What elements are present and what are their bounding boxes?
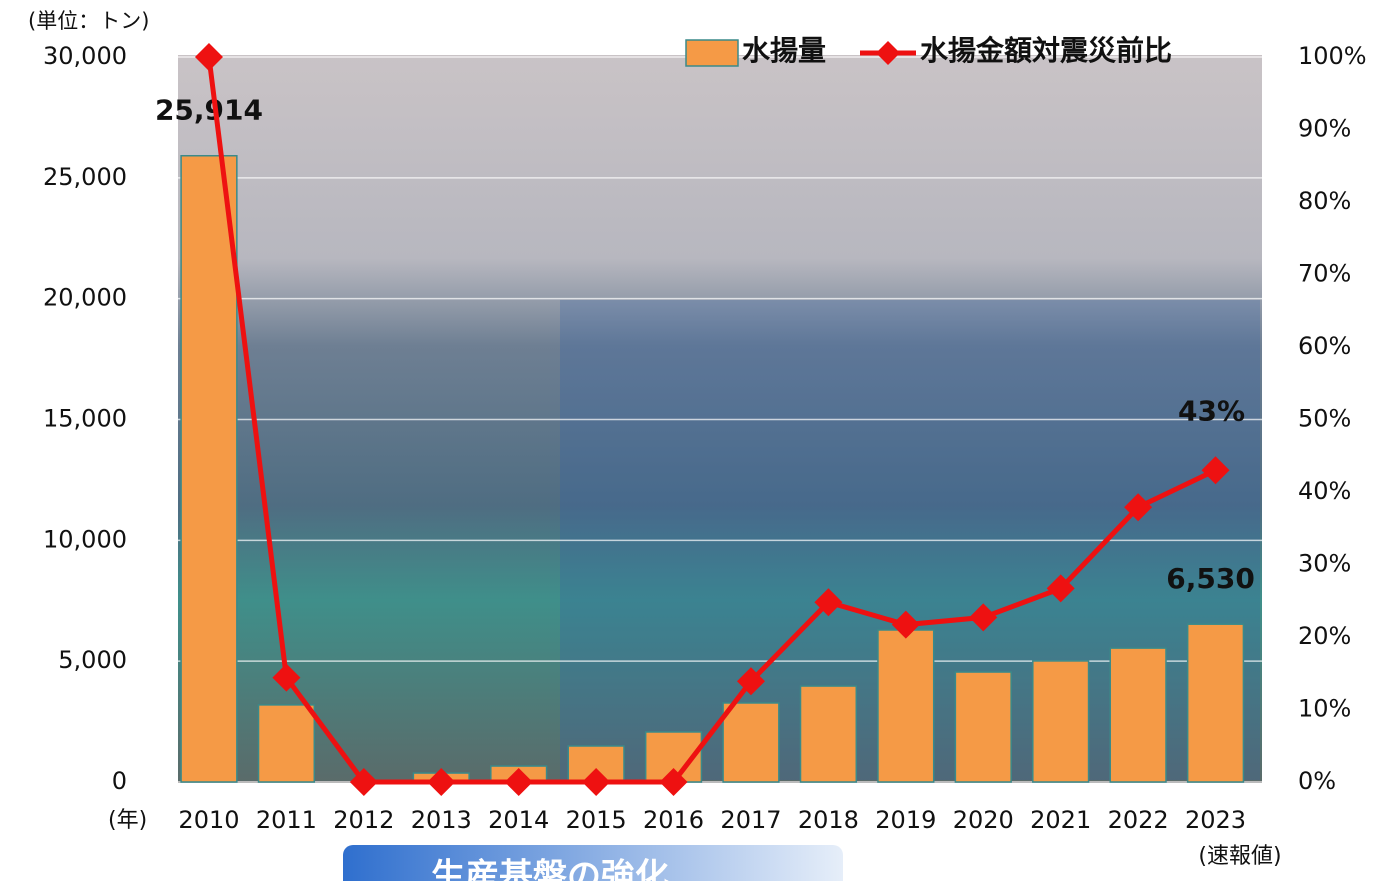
y2-tick-label: 0% (1298, 767, 1336, 795)
y2-tick-label: 20% (1298, 622, 1351, 650)
y-tick-label: 5,000 (58, 646, 127, 674)
legend-label: 水揚金額対震災前比 (920, 34, 1172, 67)
y2-tick-label: 60% (1298, 332, 1351, 360)
y-tick-label: 15,000 (43, 405, 127, 433)
line-marker (194, 43, 223, 71)
y-tick-label: 10,000 (43, 525, 127, 553)
line-marker (736, 667, 765, 696)
x-tick-label: 2011 (256, 806, 317, 834)
bar (180, 154, 238, 783)
legend-marker (876, 41, 900, 65)
x-tick-label: 2022 (1108, 806, 1169, 834)
legend-label: 水揚量 (742, 34, 826, 67)
y2-tick-label: 40% (1298, 477, 1351, 505)
x-tick-label: 2010 (178, 806, 239, 834)
x-tick-label: 2021 (1030, 806, 1091, 834)
line-marker (349, 768, 378, 796)
line-marker (969, 603, 998, 632)
line-marker (272, 663, 301, 692)
x-tick-label: 2013 (411, 806, 472, 834)
x-tick-label: 2014 (488, 806, 549, 834)
y2-tick-label: 70% (1298, 260, 1351, 288)
y2-tick-label: 10% (1298, 695, 1351, 723)
bar (1032, 660, 1090, 783)
x-tick-label: 2015 (566, 806, 627, 834)
x-tick-label: 2017 (720, 806, 781, 834)
line-marker (504, 768, 533, 796)
bar (799, 685, 858, 783)
line-marker (1046, 574, 1075, 603)
y2-tick-label: 50% (1298, 405, 1351, 433)
x-tick-label: 2012 (333, 806, 394, 834)
line-marker (891, 610, 920, 639)
banner-text: 生産基盤の強化 (431, 857, 669, 881)
value-label: 6,530 (1166, 562, 1255, 595)
x-tick-label: 2016 (643, 806, 704, 834)
line-marker (582, 768, 611, 796)
bar (1186, 623, 1245, 783)
bar (1109, 647, 1167, 783)
line-marker (1201, 456, 1230, 485)
y-tick-label: 25,000 (43, 163, 127, 191)
x-tick-label: 2020 (953, 806, 1014, 834)
y2-tick-label: 30% (1298, 550, 1351, 578)
y-tick-label: 30,000 (43, 42, 127, 70)
value-label: 43% (1178, 394, 1245, 427)
value-label: 25,914 (155, 94, 263, 127)
unit-label: (単位：トン) (28, 9, 149, 33)
note: (速報値) (1198, 844, 1281, 869)
line-marker (427, 768, 456, 796)
x-tick-label: 2023 (1185, 806, 1246, 834)
y-tick-label: 20,000 (43, 284, 127, 312)
y2-tick-label: 80% (1298, 187, 1351, 215)
x-tick-label: 2019 (875, 806, 936, 834)
bar (257, 704, 316, 783)
bar (954, 671, 1012, 783)
bar (722, 702, 780, 783)
bar (877, 629, 935, 783)
y2-tick-label: 100% (1298, 42, 1367, 70)
x-tick-label: 2018 (798, 806, 859, 834)
line-marker (1124, 493, 1153, 522)
y-tick-label: 0 (112, 767, 127, 795)
line-marker (814, 588, 843, 617)
x-unit-label: (年) (108, 808, 147, 833)
y2-tick-label: 90% (1298, 115, 1351, 143)
legend-swatch (685, 39, 739, 67)
banner (343, 845, 843, 881)
line-marker (659, 768, 688, 796)
